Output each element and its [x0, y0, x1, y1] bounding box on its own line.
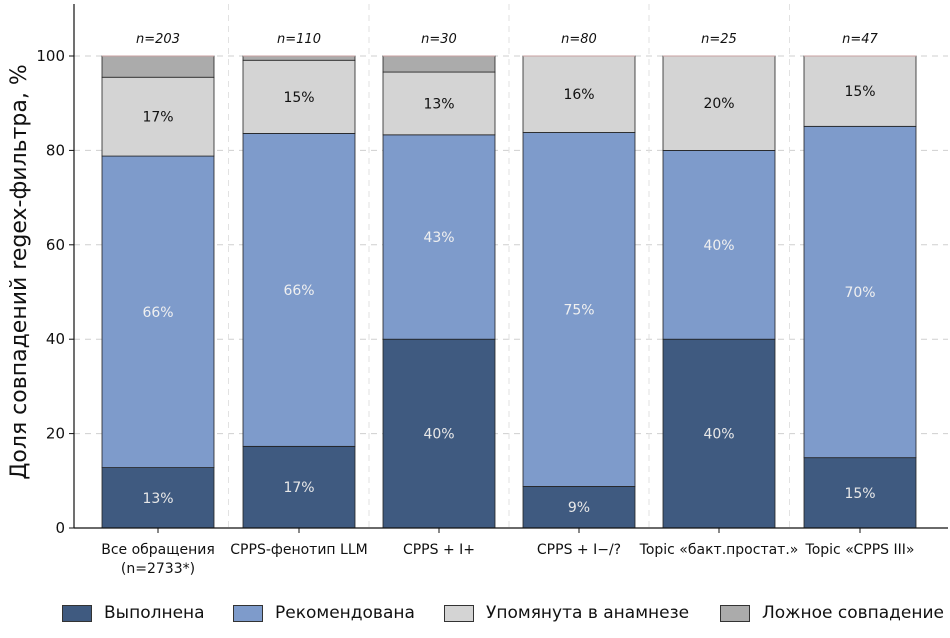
- n-label: n=203: [136, 32, 180, 47]
- legend-item: Ложное совпадение: [720, 602, 944, 624]
- n-label: n=47: [842, 32, 878, 47]
- x-tick-label: CPPS + I−/?: [537, 542, 621, 558]
- data-label: 15%: [283, 90, 314, 106]
- data-label: 15%: [844, 84, 875, 100]
- y-tick-label: 60: [46, 236, 65, 254]
- bar-segment: [803, 55, 917, 127]
- gridlines: [74, 4, 948, 528]
- bar-segment: [382, 134, 496, 340]
- n-label: n=30: [421, 32, 457, 47]
- data-label: 13%: [142, 491, 173, 507]
- n-label: n=25: [701, 32, 737, 47]
- y-tick-label: 100: [36, 47, 65, 65]
- bar-segment: [382, 55, 496, 73]
- legend-label: Упомянута в анамнезе: [486, 603, 690, 623]
- bar-segment: [242, 445, 356, 529]
- bar-segment: [242, 55, 356, 61]
- legend-label: Выполнена: [104, 603, 205, 623]
- n-labels: n=203 n=110 n=30 n=80 n=25 n=47: [136, 32, 879, 47]
- data-label: 9%: [568, 500, 590, 516]
- data-label: 40%: [423, 427, 454, 443]
- legend-label: Ложное совпадение: [762, 603, 945, 623]
- legend-swatch: [62, 604, 92, 622]
- data-label: 40%: [703, 238, 734, 254]
- data-label: 40%: [703, 427, 734, 443]
- stacked-bar-chart: 13% 66% 17% 17% 66% 15% 40% 43% 13% 9% 75% 16% 40% 40…: [7, 4, 948, 577]
- bar-segment: [101, 76, 215, 157]
- data-label: 15%: [844, 486, 875, 502]
- x-tick-label: Все обращения: [101, 542, 215, 558]
- y-tick-label: 20: [46, 425, 65, 443]
- bar-segment: [662, 55, 776, 151]
- x-tick-labels: Все обращения (n=2733*) CPPS-фенотип LLM CP…: [101, 542, 914, 577]
- data-label: 17%: [283, 480, 314, 496]
- data-label: 16%: [563, 87, 594, 103]
- bar-segment: [101, 155, 215, 468]
- bar-segment: [382, 71, 496, 136]
- bar-segment: [522, 55, 636, 133]
- bar-segment: [522, 486, 636, 529]
- legend-label: Рекомендована: [275, 603, 415, 623]
- bar-segment: [803, 457, 917, 529]
- bar-segment: [382, 338, 496, 529]
- y-tick-labels: 0 20 40 60 80 100: [36, 47, 65, 537]
- bars: 13% 66% 17% 17% 66% 15% 40% 43% 13% 9% 75% 16% 40% 40…: [101, 55, 917, 529]
- x-tick-label: CPPS + I+: [403, 542, 475, 558]
- data-label: 66%: [142, 305, 173, 321]
- bar-segment: [101, 55, 215, 78]
- n-label: n=110: [277, 32, 321, 47]
- bar-segment: [662, 149, 776, 340]
- legend-swatch: [720, 604, 750, 622]
- data-label: 75%: [563, 302, 594, 318]
- legend-item: Упомянута в анамнезе: [444, 602, 689, 624]
- y-tick-label: 40: [46, 330, 65, 348]
- bar-segment: [101, 467, 215, 529]
- bar-segment: [803, 125, 917, 459]
- legend-item: Выполнена: [62, 602, 205, 624]
- data-label: 17%: [142, 110, 173, 126]
- x-tick-label: CPPS-фенотип LLM: [230, 542, 367, 558]
- legend-swatch: [444, 604, 474, 622]
- data-label: 43%: [423, 230, 454, 246]
- y-tick-label: 80: [46, 141, 65, 159]
- data-label: 66%: [283, 283, 314, 299]
- y-tick-label: 0: [55, 519, 65, 537]
- axes: [69, 4, 948, 533]
- x-tick-label: (n=2733*): [121, 561, 195, 577]
- n-label: n=80: [561, 32, 597, 47]
- bar-segment: [662, 338, 776, 529]
- x-tick-label: Topic «бакт.простат.»: [639, 542, 799, 558]
- data-label: 20%: [703, 96, 734, 112]
- data-label: 70%: [844, 285, 875, 301]
- x-tick-label: Topic «CPPS III»: [805, 542, 915, 558]
- bar-segment: [522, 132, 636, 487]
- bar-segment: [242, 133, 356, 447]
- legend-swatch: [233, 604, 263, 622]
- data-label: 13%: [423, 96, 454, 112]
- legend-item: Рекомендована: [233, 602, 415, 624]
- y-axis-label: Доля совпадений regex-фильтра, %: [7, 64, 32, 480]
- legend: Выполнена Рекомендована Упомянута в анамне…: [0, 596, 950, 630]
- bar-segment: [242, 59, 356, 134]
